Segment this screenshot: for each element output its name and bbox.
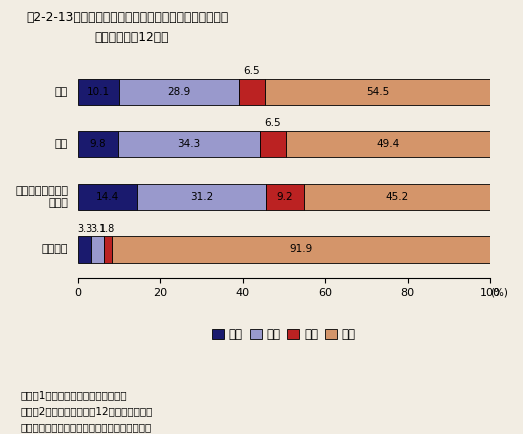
Bar [287, 131, 490, 158]
Bar [78, 79, 119, 105]
Text: 28.9: 28.9 [167, 87, 190, 97]
Text: 45.2: 45.2 [385, 192, 408, 202]
Text: 資料：総務省統計局「科学技術研究調査報告」: 資料：総務省統計局「科学技術研究調査報告」 [21, 422, 152, 432]
Bar [118, 131, 259, 158]
Text: 31.2: 31.2 [190, 192, 213, 202]
Text: 10.1: 10.1 [87, 87, 110, 97]
Text: 注）　1．自然科学のみの値である。: 注） 1．自然科学のみの値である。 [21, 391, 128, 401]
Bar [259, 131, 287, 158]
Bar [266, 184, 304, 210]
Text: 9.8: 9.8 [89, 139, 106, 149]
Bar [78, 237, 92, 263]
Text: 54.5: 54.5 [366, 87, 389, 97]
Text: 3.3: 3.3 [77, 224, 92, 233]
Bar [304, 184, 490, 210]
Text: 3.1: 3.1 [90, 224, 105, 233]
Bar [104, 237, 111, 263]
Legend: 理学, 工学, 農学, 保健: 理学, 工学, 農学, 保健 [208, 323, 360, 345]
Text: 第2-2-13図　大学等の研究者数の自然科学に占める専門: 第2-2-13図 大学等の研究者数の自然科学に占める専門 [26, 11, 229, 24]
Text: 49.4: 49.4 [377, 139, 400, 149]
Text: 1.8: 1.8 [100, 224, 116, 233]
Bar [111, 237, 491, 263]
Bar [238, 79, 265, 105]
Text: (%): (%) [490, 287, 508, 297]
Bar [265, 79, 490, 105]
Text: 9.2: 9.2 [277, 192, 293, 202]
Text: 6.5: 6.5 [244, 66, 260, 76]
Bar [92, 237, 104, 263]
Bar [119, 79, 238, 105]
Text: 別割合（平成12年）: 別割合（平成12年） [94, 31, 168, 44]
Bar [78, 184, 137, 210]
Text: 2．研究者数は平成12年４月１日現在: 2．研究者数は平成12年４月１日現在 [21, 407, 153, 417]
Bar [78, 131, 118, 158]
Text: 14.4: 14.4 [96, 192, 119, 202]
Text: 6.5: 6.5 [265, 118, 281, 128]
Bar [137, 184, 266, 210]
Text: 91.9: 91.9 [289, 244, 313, 254]
Text: 34.3: 34.3 [177, 139, 200, 149]
